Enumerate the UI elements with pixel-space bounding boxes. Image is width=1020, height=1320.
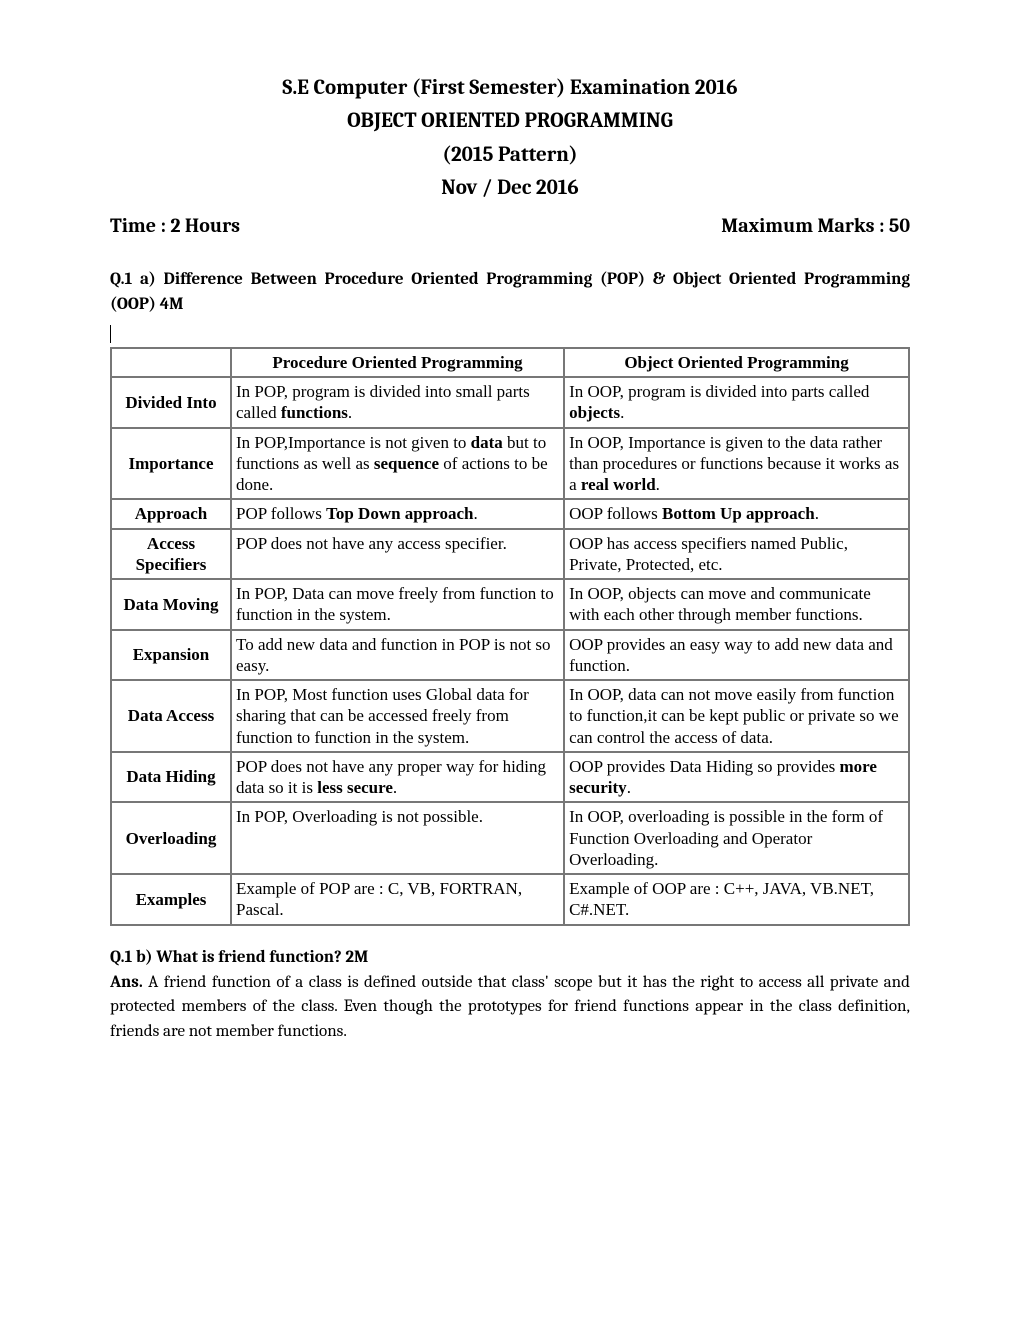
row-label: Data Moving bbox=[111, 579, 231, 630]
table-header-empty bbox=[111, 348, 231, 377]
row-oop: In OOP, Importance is given to the data … bbox=[564, 428, 909, 500]
table-row: Expansion To add new data and function i… bbox=[111, 630, 909, 681]
row-pop: POP does not have any proper way for hid… bbox=[231, 752, 564, 803]
row-label: Data Access bbox=[111, 680, 231, 752]
table-row: Divided Into In POP, program is divided … bbox=[111, 377, 909, 428]
pop-oop-table: Procedure Oriented Programming Object Or… bbox=[110, 347, 910, 926]
table-row: Overloading In POP, Overloading is not p… bbox=[111, 802, 909, 874]
row-oop: In OOP, program is divided into parts ca… bbox=[564, 377, 909, 428]
exam-header: S.E Computer (First Semester) Examinatio… bbox=[110, 74, 910, 204]
row-oop: In OOP, objects can move and communicate… bbox=[564, 579, 909, 630]
table-row: Importance In POP,Importance is not give… bbox=[111, 428, 909, 500]
row-label: Divided Into bbox=[111, 377, 231, 428]
q1a-title: Q.1 a) Difference Between Procedure Orie… bbox=[110, 267, 910, 318]
answer-body: A friend function of a class is defined … bbox=[110, 973, 910, 1041]
header-line-1: S.E Computer (First Semester) Examinatio… bbox=[110, 74, 910, 103]
row-label: Examples bbox=[111, 874, 231, 925]
row-pop: POP does not have any access specifier. bbox=[231, 529, 564, 580]
table-row: Data Access In POP, Most function uses G… bbox=[111, 680, 909, 752]
answer-label: Ans. bbox=[110, 973, 143, 992]
header-line-4: Nov / Dec 2016 bbox=[110, 174, 910, 203]
row-label: Expansion bbox=[111, 630, 231, 681]
header-line-2: OBJECT ORIENTED PROGRAMMING bbox=[110, 107, 910, 136]
row-pop: In POP, Data can move freely from functi… bbox=[231, 579, 564, 630]
table-row: Data Moving In POP, Data can move freely… bbox=[111, 579, 909, 630]
row-pop: In POP,Importance is not given to data b… bbox=[231, 428, 564, 500]
row-label: Overloading bbox=[111, 802, 231, 874]
table-header-oop: Object Oriented Programming bbox=[564, 348, 909, 377]
row-oop: In OOP, overloading is possible in the f… bbox=[564, 802, 909, 874]
row-oop: OOP provides an easy way to add new data… bbox=[564, 630, 909, 681]
table-row: AccessSpecifiers POP does not have any a… bbox=[111, 529, 909, 580]
table-row: Examples Example of POP are : C, VB, FOR… bbox=[111, 874, 909, 925]
row-pop: In POP, Most function uses Global data f… bbox=[231, 680, 564, 752]
header-line-3: (2015 Pattern) bbox=[110, 141, 910, 170]
table-header-row: Procedure Oriented Programming Object Or… bbox=[111, 348, 909, 377]
row-label: AccessSpecifiers bbox=[111, 529, 231, 580]
table-body: Divided Into In POP, program is divided … bbox=[111, 377, 909, 925]
table-row: Approach POP follows Top Down approach. … bbox=[111, 499, 909, 528]
q1b-answer: Ans. A friend function of a class is def… bbox=[110, 971, 910, 1045]
row-oop: OOP has access specifiers named Public, … bbox=[564, 529, 909, 580]
row-pop: In POP, Overloading is not possible. bbox=[231, 802, 564, 874]
row-oop: OOP follows Bottom Up approach. bbox=[564, 499, 909, 528]
exam-max-marks: Maximum Marks : 50 bbox=[721, 214, 910, 237]
row-oop: Example of OOP are : C++, JAVA, VB.NET, … bbox=[564, 874, 909, 925]
row-oop: In OOP, data can not move easily from fu… bbox=[564, 680, 909, 752]
table-header-pop: Procedure Oriented Programming bbox=[231, 348, 564, 377]
row-pop: POP follows Top Down approach. bbox=[231, 499, 564, 528]
row-oop: OOP provides Data Hiding so provides mor… bbox=[564, 752, 909, 803]
row-pop: In POP, program is divided into small pa… bbox=[231, 377, 564, 428]
row-pop: To add new data and function in POP is n… bbox=[231, 630, 564, 681]
exam-meta: Time : 2 Hours Maximum Marks : 50 bbox=[110, 214, 910, 237]
row-label: Importance bbox=[111, 428, 231, 500]
row-label: Approach bbox=[111, 499, 231, 528]
text-cursor bbox=[110, 325, 111, 343]
q1b-title: Q.1 b) What is friend function? 2M bbox=[110, 948, 910, 967]
exam-time: Time : 2 Hours bbox=[110, 214, 240, 237]
row-label: Data Hiding bbox=[111, 752, 231, 803]
table-row: Data Hiding POP does not have any proper… bbox=[111, 752, 909, 803]
row-pop: Example of POP are : C, VB, FORTRAN, Pas… bbox=[231, 874, 564, 925]
